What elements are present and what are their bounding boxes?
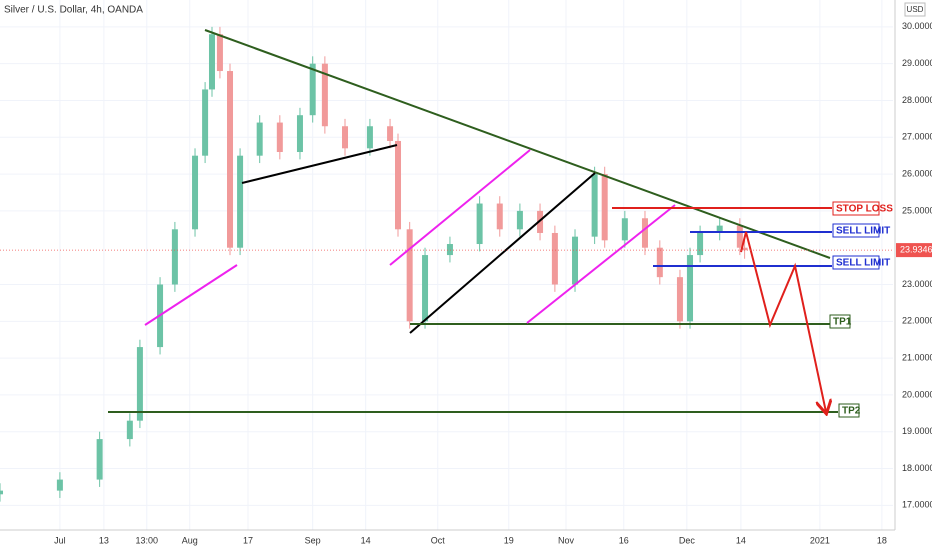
- candle-body: [227, 71, 234, 248]
- last-price-box: [896, 243, 932, 258]
- y-tick-label: 17.00000: [902, 500, 932, 510]
- candle-body: [537, 210, 544, 233]
- y-tick-label: 22.00000: [902, 316, 932, 326]
- candle-body: [126, 420, 133, 440]
- candle-body: [621, 218, 628, 241]
- candle-body: [716, 225, 723, 233]
- y-tick-label: 27.00000: [902, 132, 932, 142]
- y-tick-label: 19.00000: [902, 426, 932, 436]
- candle-body: [387, 126, 394, 141]
- candle-body: [56, 479, 63, 491]
- candle-body: [309, 63, 316, 116]
- channel-line: [526, 204, 676, 324]
- candle-body: [687, 255, 694, 322]
- y-tick-label: 23.00000: [902, 279, 932, 289]
- last-price-label: 23.93465: [900, 244, 932, 254]
- candle-body: [676, 277, 683, 322]
- candle-body: [276, 122, 283, 153]
- candle-body: [366, 126, 373, 149]
- candle-body: [572, 236, 579, 285]
- x-tick-label: 13: [99, 535, 109, 545]
- candle-body: [551, 232, 558, 285]
- y-tick-label: 25.00000: [902, 205, 932, 215]
- grid: [0, 0, 893, 530]
- candle-body: [208, 34, 215, 90]
- candle-body: [171, 229, 178, 285]
- x-tick-label: 2021: [810, 535, 830, 545]
- x-tick-label: 13:00: [136, 535, 159, 545]
- x-tick-label: 14: [736, 535, 746, 545]
- x-tick-label: 18: [877, 535, 887, 545]
- y-tick-label: 21.00000: [902, 352, 932, 362]
- tp1-label: TP1: [833, 317, 852, 328]
- candle-body: [237, 155, 244, 248]
- stop-loss-label: STOP LOSS: [836, 204, 893, 215]
- x-tick-label: 14: [361, 535, 371, 545]
- candle-body: [256, 122, 263, 156]
- trendline: [204, 29, 831, 259]
- y-tick-label: 18.00000: [902, 463, 932, 473]
- currency: USD: [907, 5, 924, 14]
- label-box: [832, 255, 880, 270]
- y-tick-label: 20.00000: [902, 389, 932, 399]
- label-box: [832, 223, 880, 238]
- candle-body: [656, 247, 663, 278]
- y-tick-label: 28.00000: [902, 95, 932, 105]
- x-tick-label: Dec: [679, 535, 696, 545]
- candle-body: [296, 115, 303, 153]
- x-tick-label: Aug: [182, 535, 198, 545]
- candle-body: [96, 439, 103, 480]
- x-tick-label: Oct: [431, 535, 446, 545]
- sell-limit-label: SELL LIMIT: [836, 258, 890, 269]
- x-tick-label: 16: [619, 535, 629, 545]
- x-tick-label: Jul: [54, 535, 66, 545]
- x-tick-label: 19: [504, 535, 514, 545]
- x-tick-label: Sep: [305, 535, 321, 545]
- x-tick-label: 17: [243, 535, 253, 545]
- trendline: [241, 144, 398, 184]
- candle-body: [422, 255, 429, 322]
- candle-body: [446, 244, 453, 256]
- candle-body: [216, 34, 223, 72]
- y-tick-label: 30.00000: [902, 21, 932, 31]
- label-box: [838, 403, 860, 418]
- candle-body: [202, 89, 209, 156]
- labels: STOP LOSS SELL LIMIT SELL LIMIT TP1 TP2: [829, 201, 893, 418]
- candle-body: [641, 218, 648, 248]
- drawings: [108, 29, 838, 412]
- channel-line: [389, 149, 531, 266]
- sell-limit-label: SELL LIMIT: [836, 226, 890, 237]
- channel-line: [144, 264, 238, 326]
- candle-body: [741, 247, 748, 251]
- y-tick-label: 26.00000: [902, 168, 932, 178]
- currency-box: [904, 2, 926, 17]
- label-box: [832, 201, 880, 216]
- candle-body: [601, 174, 608, 241]
- candle-body: [321, 63, 328, 127]
- candle-body: [342, 126, 349, 149]
- x-tick-label: Nov: [558, 535, 575, 545]
- candle-body: [697, 232, 704, 256]
- candle-body: [406, 229, 413, 322]
- candle-body: [395, 140, 402, 230]
- candle-body: [591, 174, 598, 237]
- projection-path: [740, 231, 826, 412]
- chart-title: Silver / U.S. Dollar, 4h, OANDA: [4, 5, 143, 16]
- label-box: [829, 314, 851, 329]
- candle-body: [736, 225, 743, 248]
- candle-body: [136, 347, 143, 421]
- candle-body: [0, 490, 3, 495]
- trendline: [409, 172, 596, 334]
- candle-body: [516, 210, 523, 230]
- candle-body: [476, 203, 483, 245]
- tp2-label: TP2: [842, 406, 861, 417]
- y-tick-label: 29.00000: [902, 58, 932, 68]
- candle-body: [496, 203, 503, 230]
- candle-body: [192, 155, 199, 230]
